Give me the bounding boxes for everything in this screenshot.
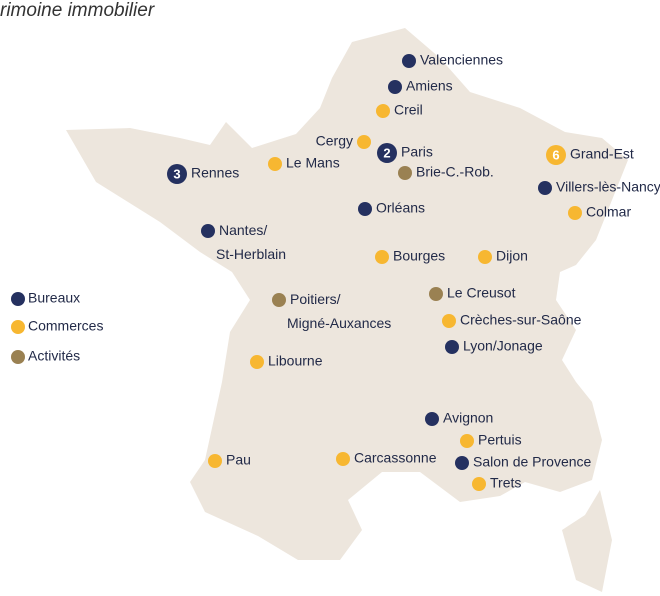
site-label: Amiens [406,78,453,94]
site-label: Libourne [268,353,323,369]
site-dot [376,104,390,118]
count-badge [167,164,187,184]
site-dot [388,80,402,94]
count-label: 2 [383,145,390,160]
legend-label: Activités [28,348,80,364]
site-label: Valenciennes [420,52,503,68]
corsica [562,490,612,592]
site-label: Bourges [393,248,445,264]
site-label: Grand-Est [570,146,634,162]
site-dot [478,250,492,264]
site-dot [201,224,215,238]
site-label: Paris [401,144,433,160]
site-dot [538,181,552,195]
page-title: rimoine immobilier [0,0,155,21]
site-label: Villers-lès-Nancy [556,179,660,195]
site-dot [358,202,372,216]
site-dot [268,157,282,171]
site-dot [460,434,474,448]
site-dot [250,355,264,369]
legend-dot [11,292,25,306]
site-label: Trets [490,475,521,491]
site-label: Crèches-sur-Saône [460,312,582,328]
site-label: Lyon/Jonage [463,338,543,354]
site-label: Rennes [191,165,239,181]
site-label: Poitiers/Migné-Auxances [287,291,391,331]
site-dot [429,287,443,301]
legend-dot [11,320,25,334]
site-dot [445,340,459,354]
label-line: St-Herblain [216,246,286,262]
legend-dot [11,350,25,364]
site-label: Pau [226,452,251,468]
label-line: Migné-Auxances [287,315,391,331]
site-label: Cergy [316,133,353,149]
site-dot [336,452,350,466]
site-dot [442,314,456,328]
count-label: 3 [173,166,180,181]
site-dot [425,412,439,426]
site-dot [472,477,486,491]
site-label: Dijon [496,248,528,264]
site-dot [568,206,582,220]
site-label: Pertuis [478,432,522,448]
site-dot [272,293,286,307]
count-badge [546,145,566,165]
site-label: Salon de Provence [473,454,592,470]
site-dot [398,166,412,180]
site-label: Nantes/St-Herblain [216,222,286,262]
site-dot [455,456,469,470]
count-label: 6 [552,147,559,162]
site-label: Creil [394,102,423,118]
site-label: Colmar [586,204,631,220]
label-line: Poitiers/ [290,291,341,307]
site-label: Avignon [443,410,493,426]
count-badge [377,143,397,163]
label-line: Nantes/ [219,222,267,238]
site-label: Le Mans [286,155,340,171]
site-dot [402,54,416,68]
legend-label: Commerces [28,318,103,334]
site-label: Orléans [376,200,425,216]
site-dot [357,135,371,149]
legend-label: Bureaux [28,290,80,306]
site-label: Le Creusot [447,285,516,301]
site-dot [208,454,222,468]
site-label: Brie-C.-Rob. [416,164,494,180]
site-label: Carcassonne [354,450,437,466]
site-dot [375,250,389,264]
france-outline [66,28,628,560]
